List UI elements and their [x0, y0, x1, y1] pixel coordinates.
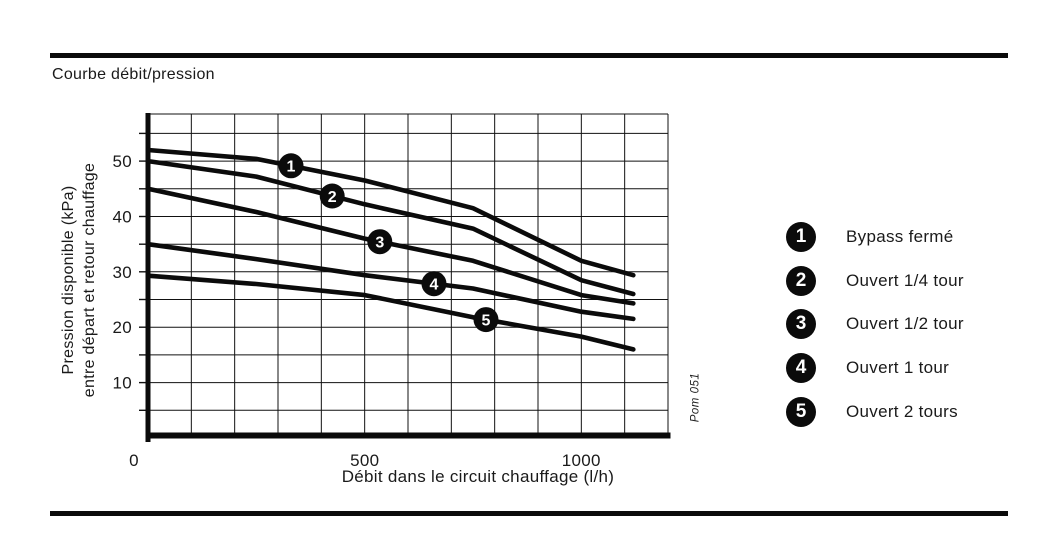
pressure-flow-chart: 1 2 3 4 5 10 20 30 40 50 0 500 1000 [112, 113, 671, 470]
bottom-rule [50, 511, 1008, 516]
legend-label: Ouvert 1 tour [846, 358, 950, 378]
legend-label: Ouvert 1/2 tour [846, 314, 964, 334]
curve-4 [145, 241, 636, 322]
y-tick-label: 10 [112, 374, 132, 393]
legend-badge-number: 5 [795, 401, 807, 423]
y-axis-title-line1: Pression disponible (kPa) [60, 185, 77, 375]
legend-item: 2 Ouvert 1/4 tour [786, 259, 964, 303]
legend-badge-number: 3 [795, 313, 807, 335]
curve-badge-circle [278, 153, 304, 179]
legend-item: 4 Ouvert 1 tour [786, 346, 964, 390]
legend-item: 3 Ouvert 1/2 tour [786, 303, 964, 347]
legend-label: Bypass fermé [846, 226, 954, 246]
y-axis-title: Pression disponible (kPa) entre départ e… [58, 120, 102, 440]
x-axis-title: Débit dans le circuit chauffage (l/h) [341, 467, 615, 486]
legend-item: 5 Ouvert 2 tours [786, 390, 964, 434]
curve-badge-5: 5 [473, 307, 499, 333]
curve-badge-number: 2 [328, 189, 337, 206]
legend-label: Ouvert 1/4 tour [846, 270, 964, 290]
curve-badge-number: 5 [482, 312, 491, 329]
legend-badge-3: 3 [786, 309, 816, 340]
legend-badge-number: 2 [795, 269, 807, 291]
curve-badge-3: 3 [367, 229, 393, 255]
top-rule [50, 53, 1008, 58]
x-tick-label: 0 [129, 451, 139, 470]
legend-badge-number: 4 [795, 357, 807, 379]
y-tick-label: 40 [112, 208, 132, 227]
legend-label: Ouvert 2 tours [846, 402, 958, 422]
curve-1 [145, 147, 636, 278]
curve-badge-circle [319, 183, 345, 209]
x-tick-label: 1000 [562, 451, 601, 470]
y-tick-label: 50 [112, 152, 132, 171]
curve-3 [145, 186, 636, 306]
curve-badge-1: 1 [278, 153, 304, 179]
legend-badge-1: 1 [786, 221, 816, 252]
figure-reference-label: Pom 051 [689, 372, 702, 423]
curve-badge-number: 4 [430, 277, 439, 294]
y-axis-title-line2: entre départ et retour chauffage [81, 162, 98, 398]
curve-badge-4: 4 [421, 271, 447, 297]
legend-badge-2: 2 [786, 265, 816, 296]
y-tick-label: 20 [112, 318, 132, 337]
x-tick-label: 500 [350, 451, 379, 470]
legend-badge-5: 5 [786, 397, 816, 428]
figure-title: Courbe débit/pression [52, 66, 215, 83]
curve-5 [145, 273, 636, 352]
curve-badge-circle [367, 229, 393, 255]
y-tick-label: 30 [112, 263, 132, 282]
curve-badge-circle [421, 271, 447, 297]
curve-badge-2: 2 [319, 183, 345, 209]
legend-badge-number: 1 [795, 225, 807, 247]
legend-badge-4: 4 [786, 353, 816, 384]
curve-badge-circle [473, 307, 499, 333]
legend: 1 Bypass fermé 2 Ouvert 1/4 tour 3 Ouver… [786, 215, 964, 434]
curve-badge-number: 3 [375, 235, 384, 252]
curve-2 [145, 158, 636, 297]
legend-item: 1 Bypass fermé [786, 215, 964, 259]
curve-badge-number: 1 [287, 159, 296, 176]
x-axis-line [145, 432, 671, 439]
